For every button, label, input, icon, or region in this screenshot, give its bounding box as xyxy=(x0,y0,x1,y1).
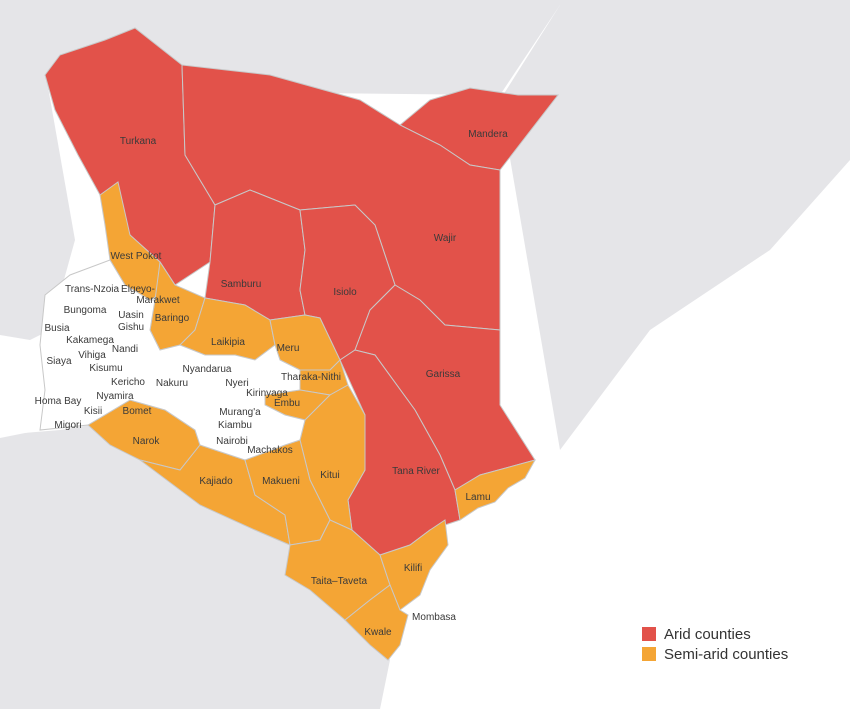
county-lamu[interactable] xyxy=(454,459,537,521)
label-mandera: Mandera xyxy=(468,129,508,140)
label-meru: Meru xyxy=(277,343,300,354)
legend-swatch-semi-arid xyxy=(642,647,656,661)
neighbor-land-southwest xyxy=(0,425,390,709)
label-kirinyaga: Kirinyaga xyxy=(246,388,288,399)
label-nakuru: Nakuru xyxy=(156,378,188,389)
label-vihiga: Vihiga xyxy=(78,350,106,361)
county-cluster-other[interactable] xyxy=(39,259,306,461)
label-kajiado: Kajiado xyxy=(199,476,233,487)
legend-item-semi-arid: Semi-arid counties xyxy=(642,644,788,664)
label-garissa: Garissa xyxy=(426,369,461,380)
label-nyeri: Nyeri xyxy=(225,378,248,389)
map-legend: Arid counties Semi-arid counties xyxy=(642,624,788,664)
label-taita-taveta: Taita–Taveta xyxy=(311,576,368,587)
label-bomet: Bomet xyxy=(123,406,152,417)
label-narok: Narok xyxy=(133,436,161,447)
label-nyamira: Nyamira xyxy=(96,391,134,402)
label-west-pokot: West Pokot xyxy=(111,251,162,262)
label-elgeyo-2: Marakwet xyxy=(136,295,180,306)
label-nandi: Nandi xyxy=(112,344,138,355)
label-busia: Busia xyxy=(44,323,69,334)
label-kisumu: Kisumu xyxy=(89,363,122,374)
label-isiolo: Isiolo xyxy=(333,287,357,298)
label-kisii: Kisii xyxy=(84,406,102,417)
label-lamu: Lamu xyxy=(465,492,490,503)
label-nairobi: Nairobi xyxy=(216,436,248,447)
label-homa-bay: Homa Bay xyxy=(35,396,82,407)
legend-item-arid: Arid counties xyxy=(642,624,788,644)
label-gishu: Gishu xyxy=(118,322,144,333)
label-embu: Embu xyxy=(274,398,300,409)
county-kwale[interactable] xyxy=(344,584,409,661)
label-kwale: Kwale xyxy=(364,627,392,638)
legend-swatch-arid xyxy=(642,627,656,641)
label-nyandarua: Nyandarua xyxy=(183,364,232,375)
legend-label-semi-arid: Semi-arid counties xyxy=(664,645,789,663)
label-bungoma: Bungoma xyxy=(64,305,107,316)
label-wajir: Wajir xyxy=(434,233,457,244)
label-kericho: Kericho xyxy=(111,377,145,388)
legend-label-arid: Arid counties xyxy=(664,625,751,643)
label-turkana: Turkana xyxy=(120,136,157,147)
label-kilifi: Kilifi xyxy=(404,563,422,574)
label-siaya: Siaya xyxy=(46,356,71,367)
neighbor-land-west xyxy=(0,70,75,340)
neighbor-land-east xyxy=(500,5,850,450)
label-uasin: Uasin xyxy=(118,310,144,321)
label-makueni: Makueni xyxy=(262,476,300,487)
label-trans-nzoia: Trans-Nzoia xyxy=(65,284,120,295)
label-mombasa: Mombasa xyxy=(412,612,456,623)
label-kakamega: Kakamega xyxy=(66,335,114,346)
label-laikipia: Laikipia xyxy=(211,337,245,348)
lake-victoria xyxy=(0,340,45,438)
label-baringo: Baringo xyxy=(155,313,190,324)
county-turkana[interactable] xyxy=(44,27,216,286)
label-murang-a: Murang'a xyxy=(219,407,261,418)
label-tharaka-nithi: Tharaka-Nithi xyxy=(281,372,341,383)
label-machakos: Machakos xyxy=(247,445,293,456)
label-elgeyo-1: Elgeyo- xyxy=(121,284,155,295)
label-migori: Migori xyxy=(54,420,81,431)
label-tana-river: Tana River xyxy=(392,466,440,477)
label-kitui: Kitui xyxy=(320,470,339,481)
label-kiambu: Kiambu xyxy=(218,420,252,431)
label-samburu: Samburu xyxy=(221,279,262,290)
